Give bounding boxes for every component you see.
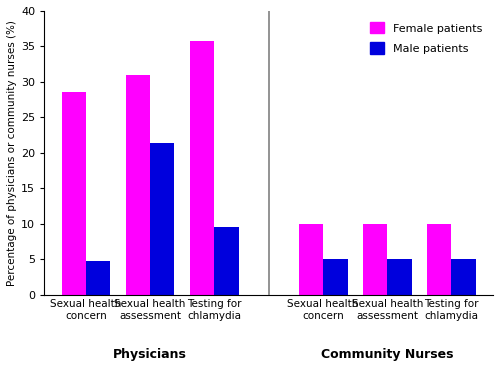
Bar xyxy=(427,224,452,295)
Text: Physicians: Physicians xyxy=(113,348,187,361)
Legend: Female patients, Male patients: Female patients, Male patients xyxy=(365,17,488,59)
Y-axis label: Percentage of physicians or community nurses (%): Percentage of physicians or community nu… xyxy=(7,20,17,286)
Bar xyxy=(452,259,475,295)
Bar xyxy=(86,261,110,295)
Bar xyxy=(126,75,150,295)
Bar xyxy=(363,224,388,295)
Bar xyxy=(299,224,323,295)
Bar xyxy=(323,259,347,295)
Bar xyxy=(150,143,174,295)
Bar xyxy=(214,228,238,295)
Bar xyxy=(190,42,214,295)
Bar xyxy=(388,259,411,295)
Text: Community Nurses: Community Nurses xyxy=(321,348,454,361)
Bar xyxy=(62,92,86,295)
